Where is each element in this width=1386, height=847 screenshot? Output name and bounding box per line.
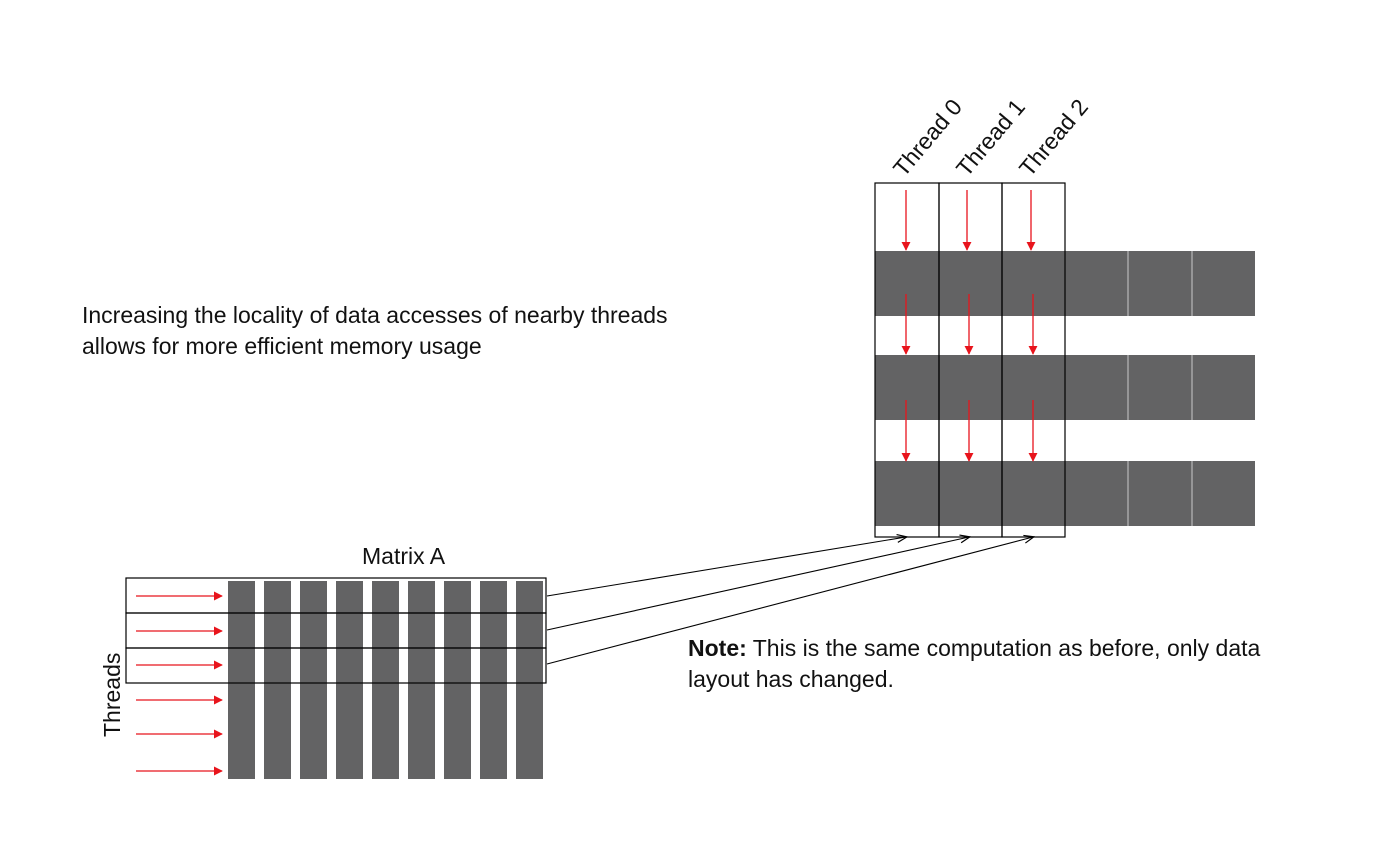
matrix-row-outlines [125,577,547,684]
threads-axis-label: Threads [99,653,125,737]
column-access-arrows [901,190,1038,462]
mapping-arrow [546,537,969,631]
matrix-column [408,581,435,779]
mapping-arrow [546,537,1033,665]
matrix-column [264,581,291,779]
matrix-row-outline [125,647,547,684]
matrix-a-columns [228,581,543,779]
matrix-column [516,581,543,779]
locality-caption: Increasing the locality of data accesses… [82,302,668,359]
matrix-column [228,581,255,779]
mapping-arrow [546,537,906,597]
thread-row-arrows [136,591,223,776]
matrix-column [336,581,363,779]
matrix-column [300,581,327,779]
note-body: This is the same computation as before, … [688,635,1261,692]
matrix-column [480,581,507,779]
matrix-title: Matrix A [362,543,446,569]
transposed-layout [874,182,1255,538]
matrix-column [444,581,471,779]
note-caption: Note: This is the same computation as be… [688,633,1328,695]
thread-column-label: Thread 2 [1014,94,1093,181]
matrix-column [372,581,399,779]
mapping-arrows [546,537,1033,665]
note-label: Note: [688,635,747,661]
